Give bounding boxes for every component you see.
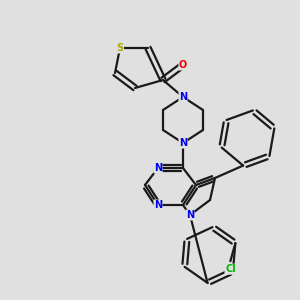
Text: N: N — [186, 210, 194, 220]
Text: N: N — [179, 92, 187, 102]
Text: S: S — [116, 43, 124, 53]
Text: N: N — [154, 200, 162, 210]
Text: N: N — [154, 163, 162, 173]
Text: N: N — [179, 138, 187, 148]
Text: Cl: Cl — [225, 264, 236, 274]
Text: O: O — [179, 60, 187, 70]
